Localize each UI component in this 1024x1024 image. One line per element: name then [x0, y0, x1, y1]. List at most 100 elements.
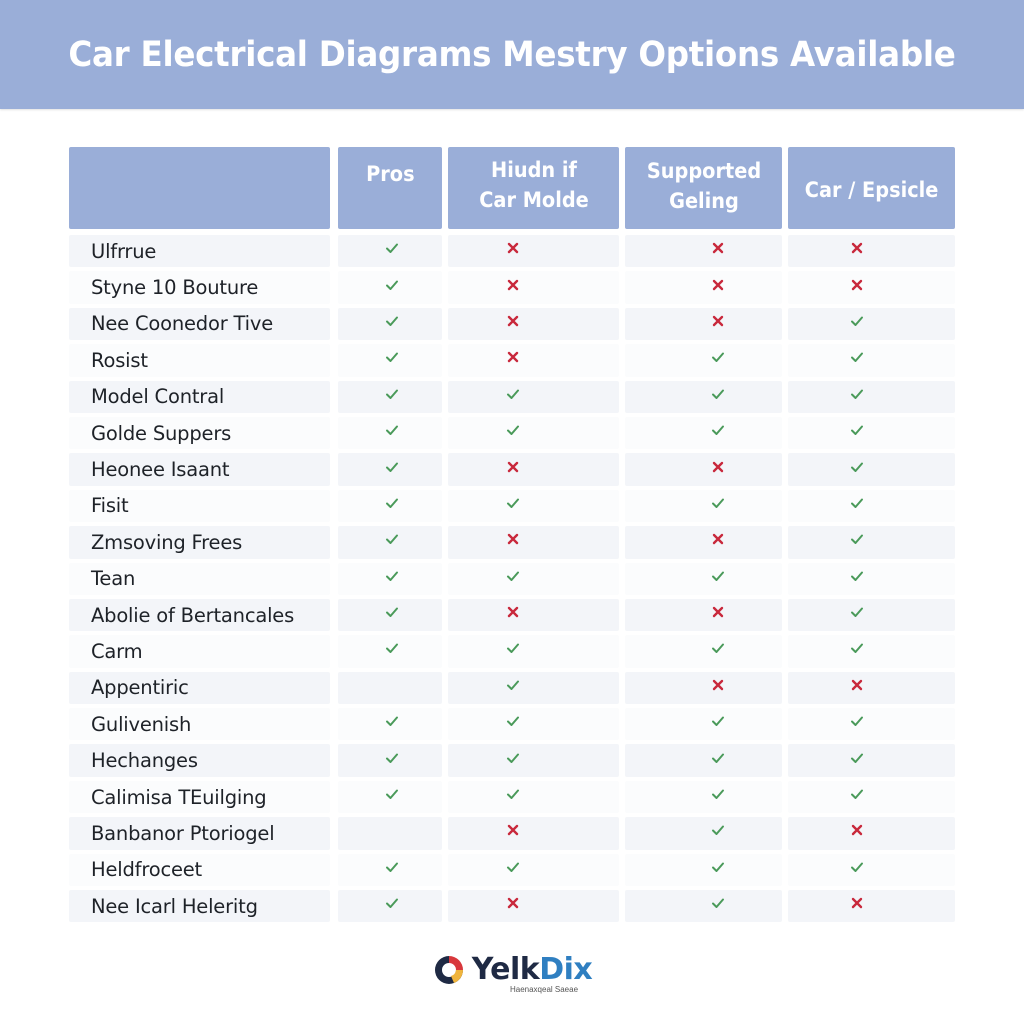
table-row: Model Contral — [69, 379, 955, 415]
row-label: Heldfroceet — [69, 853, 330, 887]
checkmark-icon — [506, 787, 520, 801]
checkmark-icon — [850, 751, 864, 765]
cell-car-vehicle — [788, 635, 955, 668]
checkmark-icon — [850, 314, 864, 328]
checkmark-icon — [385, 460, 399, 474]
cell-car-model — [448, 380, 619, 413]
row-label: Tean — [69, 562, 330, 595]
cell-pros — [338, 817, 442, 850]
table-header-row: Pros Hiudn if Car Molde Supported Geling… — [69, 147, 955, 229]
cell-supported — [625, 526, 782, 559]
checkmark-icon — [385, 860, 399, 874]
cell-car-model — [448, 416, 619, 450]
row-label: Gulivenish — [69, 708, 330, 741]
cross-icon — [711, 532, 725, 546]
cross-icon — [506, 350, 520, 364]
cell-pros — [338, 271, 442, 304]
cell-car-vehicle — [788, 817, 955, 850]
cell-car-vehicle — [788, 744, 955, 777]
cross-icon — [506, 823, 520, 837]
cell-supported — [625, 671, 782, 705]
footer-logo: YelkDix Haenaxqeal Saeae — [0, 952, 1024, 994]
cross-icon — [850, 241, 864, 255]
cell-pros — [338, 416, 442, 450]
checkmark-icon — [385, 241, 399, 255]
cell-pros — [338, 708, 442, 741]
row-label: Appentiric — [69, 671, 330, 705]
table-row: Fisit — [69, 488, 955, 524]
table-row: Golde Suppers — [69, 415, 955, 451]
checkmark-icon — [385, 787, 399, 801]
checkmark-icon — [711, 496, 725, 510]
checkmark-icon — [711, 787, 725, 801]
table-row: Calimisa TEuilging — [69, 779, 955, 815]
checkmark-icon — [850, 387, 864, 401]
checkmark-icon — [711, 896, 725, 910]
checkmark-icon — [506, 387, 520, 401]
checkmark-icon — [385, 714, 399, 728]
cell-pros — [338, 489, 442, 523]
checkmark-icon — [711, 387, 725, 401]
cell-car-model — [448, 708, 619, 741]
checkmark-icon — [385, 350, 399, 364]
cross-icon — [850, 896, 864, 910]
table-row: Rosist — [69, 342, 955, 378]
cell-supported — [625, 853, 782, 887]
cell-car-model — [448, 489, 619, 523]
cell-pros — [338, 562, 442, 595]
cell-supported — [625, 598, 782, 632]
cell-car-model — [448, 526, 619, 559]
cell-pros — [338, 744, 442, 777]
brand-tagline: Haenaxqeal Saeae — [509, 985, 579, 994]
checkmark-icon — [711, 860, 725, 874]
checkmark-icon — [850, 860, 864, 874]
row-label: Rosist — [69, 344, 330, 377]
header-cell-car-vehicle: Car / Epsicle — [788, 147, 955, 229]
checkmark-icon — [850, 532, 864, 546]
cell-car-model — [448, 235, 619, 268]
cell-car-vehicle — [788, 416, 955, 450]
checkmark-icon — [850, 714, 864, 728]
checkmark-icon — [711, 423, 725, 437]
checkmark-icon — [506, 569, 520, 583]
checkmark-icon — [385, 387, 399, 401]
row-label: Ulfrrue — [69, 235, 330, 268]
row-label: Zmsoving Frees — [69, 526, 330, 559]
checkmark-icon — [850, 350, 864, 364]
cell-car-model — [448, 307, 619, 341]
cell-pros — [338, 307, 442, 341]
table-row: Styne 10 Bouture — [69, 269, 955, 305]
cell-car-vehicle — [788, 271, 955, 304]
cell-supported — [625, 453, 782, 486]
checkmark-icon — [506, 714, 520, 728]
cell-car-vehicle — [788, 526, 955, 559]
brand-logo: YelkDix — [432, 952, 593, 987]
row-label: Banbanor Ptoriogel — [69, 817, 330, 850]
comparison-table: Pros Hiudn if Car Molde Supported Geling… — [69, 147, 955, 924]
cell-pros — [338, 598, 442, 632]
cell-supported — [625, 380, 782, 413]
cell-supported — [625, 780, 782, 814]
row-label: Carm — [69, 635, 330, 668]
checkmark-icon — [711, 714, 725, 728]
checkmark-icon — [506, 751, 520, 765]
checkmark-icon — [850, 460, 864, 474]
cell-car-model — [448, 271, 619, 304]
table-row: Heldfroceet — [69, 852, 955, 888]
checkmark-icon — [506, 496, 520, 510]
cell-pros — [338, 853, 442, 887]
swirl-logo-icon — [434, 955, 463, 984]
cell-supported — [625, 271, 782, 304]
cell-pros — [338, 235, 442, 268]
cell-pros — [338, 671, 442, 705]
table-row: Nee Coonedor Tive — [69, 306, 955, 342]
cell-car-vehicle — [788, 780, 955, 814]
cross-icon — [506, 278, 520, 292]
checkmark-icon — [711, 823, 725, 837]
cell-supported — [625, 635, 782, 668]
table-row: Appentiric — [69, 670, 955, 706]
cross-icon — [506, 605, 520, 619]
cross-icon — [711, 678, 725, 692]
cross-icon — [711, 460, 725, 474]
cell-car-vehicle — [788, 598, 955, 632]
